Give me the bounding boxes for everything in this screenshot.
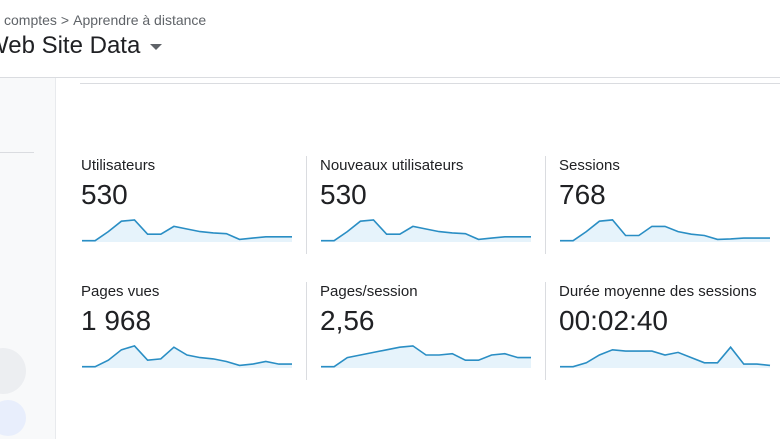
sidebar-icon[interactable] <box>0 400 26 436</box>
sparkline-area <box>82 345 292 368</box>
sparkline-line <box>321 219 531 242</box>
metric-label: Utilisateurs <box>81 157 156 174</box>
metric-card[interactable]: Durée moyenne des sessions 00:02:40 <box>559 283 779 393</box>
metric-card[interactable]: Pages vues 1 968 <box>81 283 301 393</box>
metric-card[interactable]: Sessions 768 <box>559 157 779 267</box>
card-divider <box>306 156 307 254</box>
metric-value: 1 968 <box>81 305 152 336</box>
metric-label: Durée moyenne des sessions <box>559 283 757 300</box>
sparkline-line <box>82 219 292 242</box>
view-selector[interactable]: Web Site Data <box>0 32 163 60</box>
separator: > <box>60 12 70 28</box>
metric-label: Pages vues <box>81 283 160 300</box>
sparkline <box>321 219 531 242</box>
sparkline-line <box>560 219 770 242</box>
sparkline-area <box>321 219 531 242</box>
sidebar-divider <box>0 152 34 153</box>
metric-label: Sessions <box>559 157 620 174</box>
sparkline-line <box>560 345 771 368</box>
metric-value: 768 <box>559 179 606 210</box>
sparkline-line <box>321 345 531 368</box>
dropdown-caret <box>150 43 163 50</box>
sidebar-icon[interactable] <box>0 348 26 394</box>
card-divider <box>306 282 307 380</box>
sparkline <box>560 219 770 242</box>
sparkline-area <box>321 345 531 368</box>
card-divider <box>545 156 546 254</box>
metric-card[interactable]: Nouveaux utilisateurs 530 <box>320 157 540 267</box>
metric-value: 530 <box>320 179 367 210</box>
sparkline <box>560 345 771 368</box>
breadcrumb: comptes > Apprendre à distance <box>4 12 206 28</box>
metric-value: 530 <box>81 179 128 210</box>
metric-card[interactable]: Pages/session 2,56 <box>320 283 540 393</box>
view-title: Web Site Data <box>0 32 141 59</box>
sidebar <box>0 78 56 439</box>
content-divider <box>80 83 780 84</box>
sparkline <box>82 219 292 242</box>
metric-value: 00:02:40 <box>559 305 668 336</box>
breadcrumb-link[interactable]: Apprendre à distance <box>73 12 207 28</box>
card-divider <box>545 282 546 380</box>
sparkline-area <box>560 219 770 242</box>
breadcrumb-link[interactable]: comptes <box>4 12 57 28</box>
header-divider <box>0 77 780 78</box>
metric-label: Pages/session <box>320 283 418 300</box>
metric-card[interactable]: Utilisateurs 530 <box>81 157 301 267</box>
sparkline <box>321 345 531 368</box>
sparkline-area <box>82 219 292 242</box>
sparkline <box>82 344 292 368</box>
metric-label: Nouveaux utilisateurs <box>320 157 464 174</box>
metric-value: 2,56 <box>320 305 375 336</box>
sparkline-line <box>82 344 292 368</box>
